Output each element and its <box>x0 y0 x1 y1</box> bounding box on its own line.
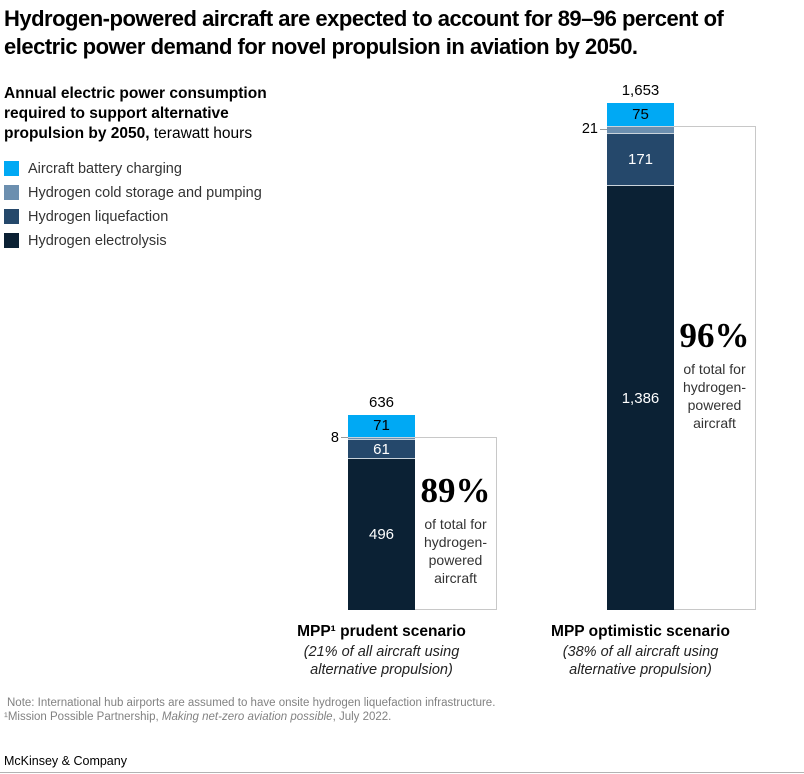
footnote-note: Note: International hub airports are ass… <box>7 697 496 709</box>
category-subtitle-line-1: (38% of all aircraft using <box>562 644 719 660</box>
hydrogen-share-percent: 96% <box>679 315 750 355</box>
hydrogen-share-box: 89% of total for hydrogen-powered aircraf… <box>415 436 497 610</box>
legend-swatch <box>4 185 19 200</box>
bar-total-label: 636 <box>368 394 395 411</box>
hydrogen-share-box: 96% of total for hydrogen-powered aircraf… <box>674 126 756 610</box>
hydrogen-share-caption: of total for hydrogen-powered aircraft <box>682 360 747 431</box>
segment-leader-tick <box>341 437 348 439</box>
legend-swatch <box>4 161 19 176</box>
legend-swatch <box>4 209 19 224</box>
segment-value-label-outside: 8 <box>330 429 339 446</box>
segment-value-label-outside: 21 <box>581 121 598 138</box>
subtitle-bold: Annual electric power consumption requir… <box>4 85 267 142</box>
title-line-2: electric power demand for novel propulsi… <box>4 34 638 59</box>
footnotes: Note: International hub airports are ass… <box>4 696 495 724</box>
bar-total-label: 1,653 <box>621 82 660 100</box>
footnote-reference: ¹Mission Possible Partnership, Making ne… <box>4 710 495 724</box>
stacked-bar: 71 61 496 <box>348 415 415 610</box>
category-subtitle-line-1: (21% of all aircraft using <box>303 644 460 660</box>
segment-hydrogen-liquefaction: 61 <box>348 439 415 458</box>
legend-swatch <box>4 233 19 248</box>
exhibit-title: Hydrogen-powered aircraft are expected t… <box>4 5 724 61</box>
legend-label: Hydrogen cold storage and pumping <box>28 184 262 201</box>
category-name: MPP optimistic scenario <box>551 623 730 640</box>
legend-label: Aircraft battery charging <box>28 160 182 177</box>
category-subtitle-line-2: alternative propulsion) <box>569 662 712 678</box>
segment-hydrogen-electrolysis: 1,386 <box>607 185 674 610</box>
legend-label: Hydrogen electrolysis <box>28 232 167 249</box>
hydrogen-share-caption: of total for hydrogen-powered aircraft <box>423 515 488 586</box>
segment-hydrogen-cold-storage-and-pumping <box>348 436 415 440</box>
footnote-ref-title: Making net-zero aviation possible <box>161 711 333 723</box>
chart-subtitle: Annual electric power consumption requir… <box>4 84 306 144</box>
segment-hydrogen-liquefaction: 171 <box>607 132 674 186</box>
footnote-ref-prefix: ¹Mission Possible Partnership, <box>4 711 162 723</box>
segment-hydrogen-cold-storage-and-pumping <box>607 126 674 133</box>
category-label: MPP¹ prudent scenario (21% of all aircraf… <box>272 622 492 679</box>
stacked-bar: 75 171 1,386 <box>607 103 674 610</box>
category-name: MPP¹ prudent scenario <box>297 623 466 640</box>
brand-wordmark: McKinsey & Company <box>4 754 127 768</box>
legend: Aircraft battery charging Hydrogen cold s… <box>4 161 262 257</box>
segment-value-label: 1,386 <box>621 389 660 407</box>
category-subtitle-line-2: alternative propulsion) <box>310 662 453 678</box>
footnote-ref-suffix: , July 2022. <box>332 711 392 723</box>
segment-value-label: 61 <box>373 440 390 458</box>
legend-item-hydrogen-cold-storage-and-pumping: Hydrogen cold storage and pumping <box>4 184 262 201</box>
segment-leader-tick <box>600 128 607 130</box>
bottom-rule <box>0 772 804 773</box>
segment-value-label: 171 <box>627 150 654 168</box>
legend-item-aircraft-battery-charging: Aircraft battery charging <box>4 160 262 177</box>
segment-value-label: 496 <box>368 525 395 543</box>
segment-aircraft-battery-charging: 71 <box>348 415 415 437</box>
segment-hydrogen-electrolysis: 496 <box>348 457 415 610</box>
category-label: MPP optimistic scenario (38% of all aircr… <box>531 622 751 679</box>
segment-value-label: 71 <box>373 417 390 435</box>
legend-label: Hydrogen liquefaction <box>28 208 169 225</box>
subtitle-unit: terawatt hours <box>149 125 253 142</box>
legend-item-hydrogen-electrolysis: Hydrogen electrolysis <box>4 232 262 249</box>
legend-item-hydrogen-liquefaction: Hydrogen liquefaction <box>4 208 262 225</box>
segment-value-label: 75 <box>632 106 649 124</box>
segment-aircraft-battery-charging: 75 <box>607 103 674 127</box>
title-line-1: Hydrogen-powered aircraft are expected t… <box>4 6 724 31</box>
hydrogen-share-percent: 89% <box>420 470 491 510</box>
